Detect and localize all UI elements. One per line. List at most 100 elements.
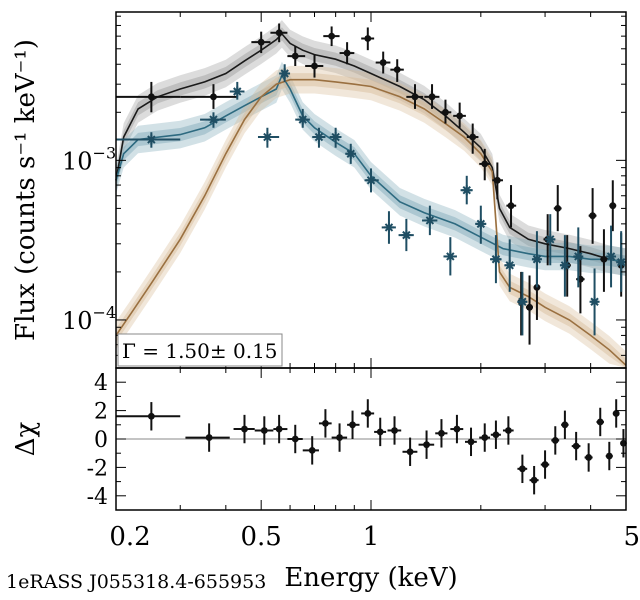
model-band-inner-0 <box>116 27 626 269</box>
background-point <box>443 237 457 276</box>
y-tick-label: 10−4 <box>62 303 116 335</box>
residual-points <box>116 399 627 495</box>
residual-point <box>490 420 501 449</box>
point-marker <box>379 59 387 66</box>
background-point <box>559 235 570 297</box>
point-marker <box>291 435 299 443</box>
star-marker <box>606 251 617 262</box>
x-tick-label: 1 <box>363 522 380 552</box>
point-marker <box>504 427 512 434</box>
residual-point <box>551 426 560 455</box>
residual-point <box>435 419 448 448</box>
energy-axis-label: Energy (keV) <box>284 563 457 593</box>
residual-point <box>502 416 514 445</box>
point-marker <box>406 448 414 456</box>
point-marker <box>241 425 248 433</box>
residual-point <box>254 416 274 445</box>
point-marker <box>205 434 213 441</box>
background-point <box>229 81 245 100</box>
star-marker <box>330 132 341 143</box>
point-marker <box>349 421 356 429</box>
star-marker <box>545 234 556 245</box>
residual-point <box>418 430 435 459</box>
point-marker <box>600 255 608 263</box>
background-point <box>531 231 542 288</box>
star-marker <box>616 257 627 268</box>
photon-index-annotation: Γ = 1.50± 0.15 <box>122 339 278 363</box>
residual-point <box>561 410 569 439</box>
res-tick-label: 4 <box>94 371 108 396</box>
source-point <box>553 185 562 232</box>
background-point <box>312 127 326 148</box>
photon-index-box <box>117 333 283 367</box>
point-marker <box>492 431 500 439</box>
model-band-outer-0 <box>116 20 626 276</box>
background-point <box>490 235 502 284</box>
background-point <box>573 227 584 288</box>
point-marker <box>467 438 475 446</box>
residual-axis-label: Δχ <box>11 421 41 456</box>
res-tick-label: 0 <box>94 428 108 453</box>
star-marker <box>401 230 412 241</box>
source-point <box>251 31 271 54</box>
point-marker <box>275 425 283 433</box>
residual-point <box>612 399 620 428</box>
background-point <box>295 108 310 128</box>
background-point <box>545 214 556 266</box>
source-point <box>305 54 324 78</box>
point-marker <box>423 441 430 449</box>
point-marker <box>260 427 268 434</box>
point-marker <box>572 442 580 450</box>
background-point <box>475 205 487 244</box>
star-marker <box>490 254 501 265</box>
point-marker <box>210 93 217 101</box>
residual-point <box>374 417 387 447</box>
point-marker <box>456 112 464 120</box>
residual-point <box>233 414 255 444</box>
star-marker <box>461 185 472 196</box>
point-marker <box>343 49 351 57</box>
residual-point <box>387 416 402 445</box>
source-point <box>526 275 533 345</box>
x-tick-label: 0.2 <box>109 522 150 552</box>
point-marker <box>453 425 461 433</box>
point-marker <box>530 476 538 484</box>
point-marker <box>376 428 384 436</box>
source-point <box>609 180 617 232</box>
source-point <box>440 99 452 124</box>
residual-point <box>273 414 288 444</box>
point-marker <box>438 429 445 437</box>
point-marker <box>605 452 613 460</box>
background-point <box>381 211 396 244</box>
point-marker <box>554 204 562 212</box>
source-point <box>361 27 375 51</box>
star-marker <box>262 132 273 143</box>
point-marker <box>620 439 627 447</box>
residual-point <box>287 424 303 454</box>
star-marker <box>232 86 243 97</box>
point-marker <box>428 93 436 101</box>
residual-point <box>517 454 528 484</box>
res-tick-label: 2 <box>94 400 108 425</box>
point-marker <box>322 419 329 427</box>
flux-panel: 10−3 10−4 Flux (counts s⁻¹ keV⁻¹) Γ = 1.5… <box>11 11 627 369</box>
residual-point <box>347 410 360 439</box>
star-marker <box>424 215 435 226</box>
residual-point <box>540 450 550 479</box>
source-point <box>375 51 391 74</box>
point-marker <box>364 410 372 417</box>
x-tick-label: 0.5 <box>240 522 281 552</box>
point-marker <box>551 437 559 444</box>
point-marker <box>147 93 155 101</box>
star-marker <box>475 218 486 229</box>
point-marker <box>364 35 372 42</box>
point-marker <box>481 160 489 168</box>
residual-point <box>318 409 332 438</box>
background-point <box>257 127 280 148</box>
residual-point <box>584 443 593 472</box>
residual-point <box>479 423 491 452</box>
point-marker <box>585 454 593 461</box>
point-marker <box>541 461 549 468</box>
point-marker <box>147 412 155 420</box>
point-marker <box>308 446 316 454</box>
